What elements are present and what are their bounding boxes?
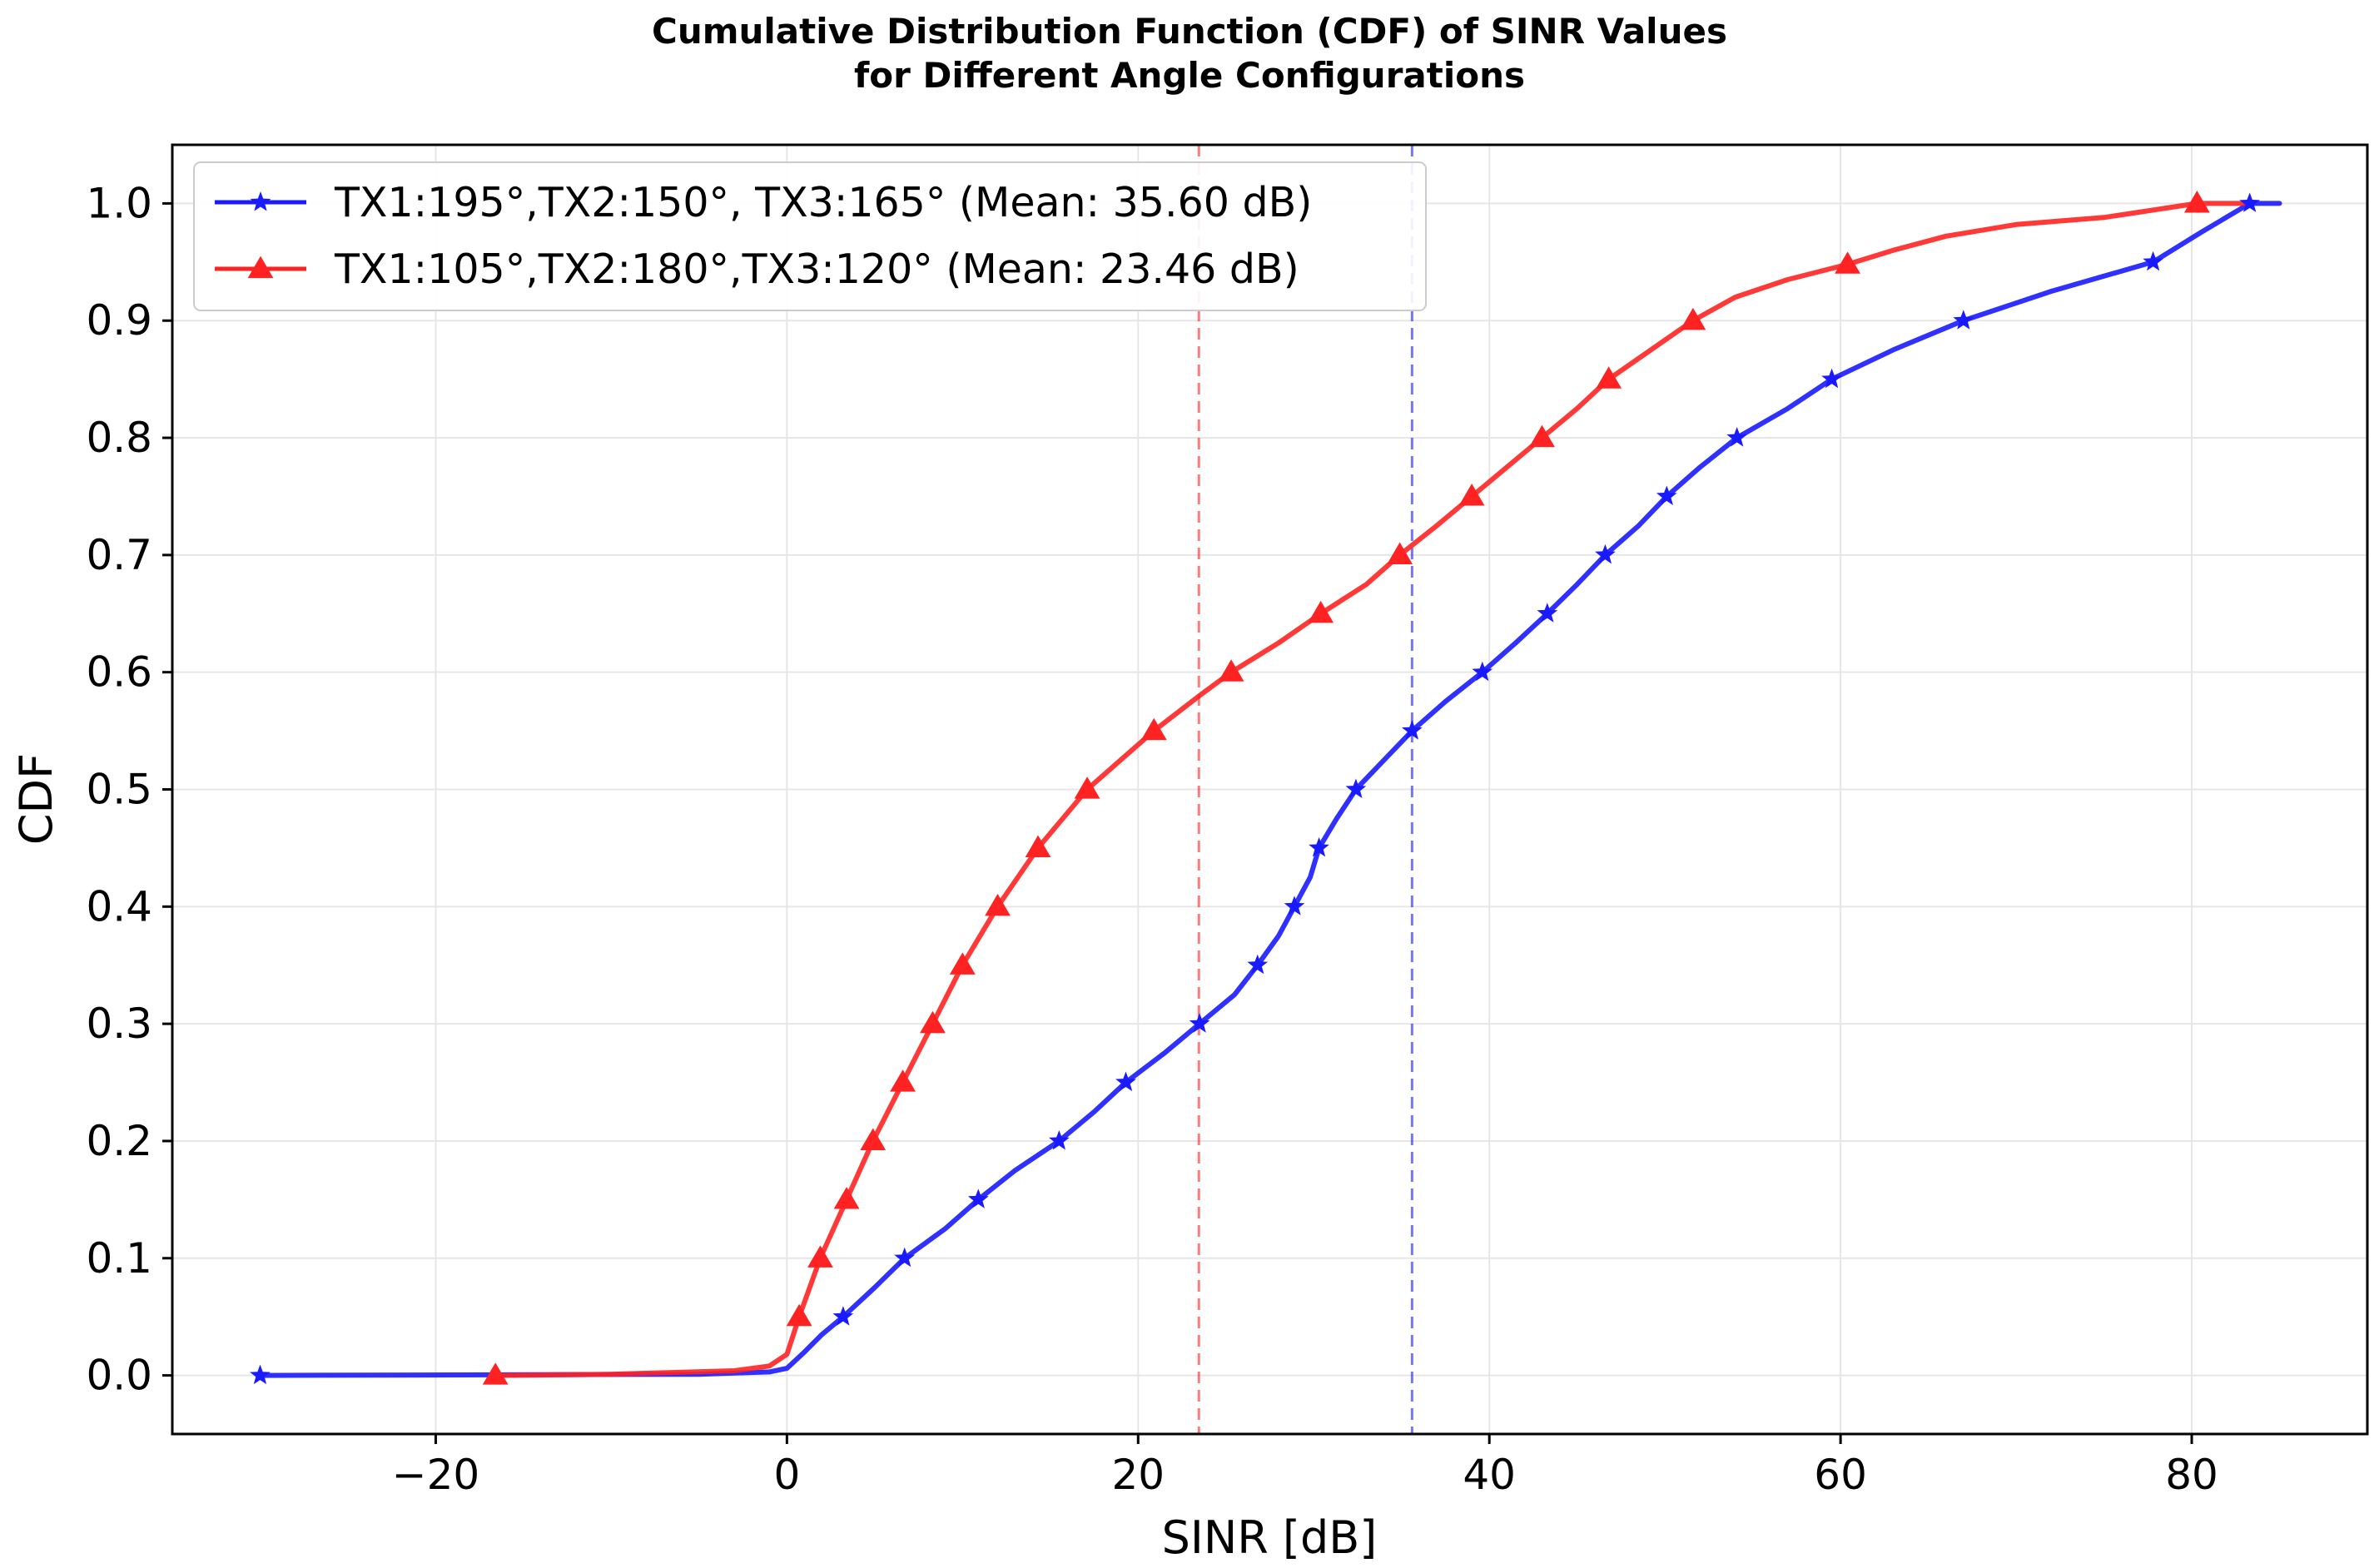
- y-tick-label: 0.0: [86, 1352, 152, 1400]
- x-tick-label: 0: [773, 1451, 800, 1499]
- y-tick-label: 0.8: [86, 414, 152, 462]
- mean-lines: [1197, 145, 1413, 1434]
- x-tick-label: −20: [392, 1451, 480, 1499]
- series-2-point-5: [860, 1128, 887, 1151]
- series-2-point-17: [1529, 424, 1555, 448]
- grid: [172, 145, 2367, 1434]
- series-1-point-9: [1284, 896, 1305, 915]
- series-2-point-13: [1218, 659, 1244, 682]
- y-tick-label: 0.6: [86, 648, 152, 697]
- legend-label-series-1: TX1:195°,TX2:150°, TX3:165° (Mean: 35.60…: [334, 179, 1312, 226]
- x-axis-ticks: −20 0 20 40 60 80: [392, 1434, 2218, 1499]
- series-1-point-2: [832, 1306, 854, 1326]
- series-1-point-4: [967, 1188, 989, 1208]
- series-line-1: [257, 201, 2282, 1378]
- legend-label-series-2: TX1:105°,TX2:180°,TX3:120° (Mean: 23.46 …: [334, 246, 1299, 293]
- series-2-point-16: [1458, 484, 1485, 506]
- chart-title-line-1: Cumulative Distribution Function (CDF) o…: [652, 11, 1727, 52]
- series-1-point-17: [1726, 427, 1747, 447]
- series-1-point-16: [1656, 485, 1677, 505]
- series-2-point-15: [1387, 542, 1413, 564]
- series-1-point-19: [1953, 310, 1974, 330]
- series-2-point-14: [1308, 600, 1334, 623]
- series-1-point-15: [1595, 543, 1616, 564]
- series-2-point-20: [1835, 251, 1860, 274]
- series-2-point-18: [1596, 366, 1622, 389]
- series-2-point-6: [890, 1069, 916, 1092]
- series-2-point-3: [807, 1245, 833, 1268]
- series-2-point-10: [1025, 835, 1051, 857]
- series-1-point-13: [1472, 661, 1493, 682]
- series-2-point-4: [833, 1186, 860, 1209]
- series-1-point-20: [2143, 251, 2163, 271]
- y-axis-label: CDF: [10, 753, 62, 845]
- series-2-point-12: [1140, 717, 1167, 741]
- series-1-point-8: [1247, 954, 1269, 975]
- x-tick-label: 80: [2165, 1451, 2218, 1499]
- series-1-point-1: [250, 1364, 271, 1385]
- series-2-point-19: [1680, 307, 1706, 330]
- x-tick-label: 20: [1111, 1451, 1165, 1499]
- y-tick-label: 0.5: [86, 766, 152, 814]
- series-2-point-8: [949, 952, 976, 975]
- y-tick-label: 0.7: [86, 531, 152, 579]
- series-2-point-2: [786, 1303, 812, 1327]
- legend-marker-star: [250, 191, 271, 211]
- series-2-point-7: [920, 1010, 946, 1034]
- x-tick-label: 60: [1814, 1451, 1867, 1499]
- legend: TX1:195°,TX2:150°, TX3:165° (Mean: 35.60…: [193, 161, 1427, 311]
- y-tick-label: 0.2: [86, 1117, 152, 1165]
- x-tick-label: 40: [1463, 1451, 1516, 1499]
- series-1-point-3: [894, 1247, 916, 1268]
- series-1-point-5: [1049, 1130, 1070, 1150]
- series-2-point-21: [2183, 191, 2210, 213]
- series-1-point-10: [1309, 836, 1329, 857]
- y-tick-label: 0.4: [86, 882, 152, 930]
- y-tick-label: 0.1: [86, 1234, 152, 1283]
- series-2-point-9: [985, 893, 1011, 916]
- series-1-point-11: [1345, 778, 1367, 798]
- y-axis-ticks: 0.0 0.1 0.2 0.3 0.4 0.5 0.6 0.7 0.8 0.9 1.0: [86, 179, 172, 1400]
- chart-title-line-2: for Different Angle Configurations: [854, 55, 1525, 96]
- legend-marker-triangle: [247, 256, 274, 279]
- series-1-point-6: [1115, 1071, 1136, 1092]
- x-axis-label: SINR [dB]: [1162, 1511, 1378, 1564]
- series-1-point-12: [1402, 720, 1423, 740]
- series-1-point-21: [2239, 192, 2260, 212]
- series-1-point-18: [1821, 368, 1842, 389]
- series-markers: [250, 191, 2260, 1385]
- series-2-point-1: [482, 1362, 509, 1385]
- y-tick-label: 0.9: [86, 296, 152, 345]
- y-tick-label: 1.0: [86, 179, 152, 227]
- series-1-point-14: [1537, 603, 1558, 623]
- y-tick-label: 0.3: [86, 1000, 152, 1048]
- series-1-point-7: [1189, 1013, 1210, 1033]
- series-2-point-11: [1074, 777, 1100, 799]
- legend-box: [193, 161, 1427, 311]
